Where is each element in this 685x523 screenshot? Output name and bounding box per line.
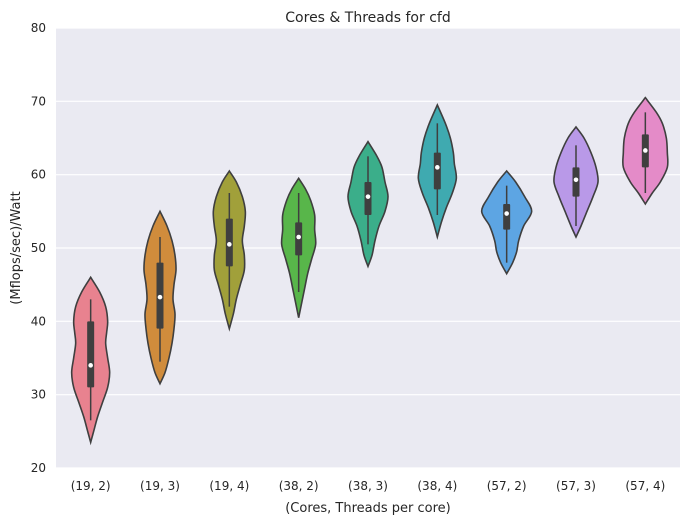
- violin-median: [365, 194, 371, 199]
- y-tick-label: 70: [31, 94, 46, 108]
- violin-median: [157, 294, 163, 300]
- violin-7: [480, 169, 533, 276]
- x-tick-label: (57, 3): [556, 479, 596, 493]
- violin-layer: [70, 96, 669, 446]
- violin-3: [212, 169, 247, 332]
- x-tick-label: (38, 2): [279, 479, 319, 493]
- violin-6: [417, 102, 458, 241]
- x-tick-label: (57, 4): [625, 479, 665, 493]
- x-tick-label: (38, 3): [348, 479, 388, 493]
- violin-4: [280, 176, 317, 318]
- y-tick-label: 40: [31, 314, 46, 328]
- violin-median: [227, 242, 232, 247]
- violin-median: [296, 234, 301, 240]
- violin-1: [70, 275, 111, 446]
- y-tick-label: 60: [31, 168, 46, 182]
- violin-median: [88, 363, 93, 368]
- x-axis-label: (Cores, Threads per core): [285, 501, 451, 516]
- y-tick-label: 30: [31, 388, 46, 402]
- violin-iqr-box: [503, 204, 511, 230]
- violin-median: [573, 177, 579, 183]
- violin-median: [643, 148, 648, 153]
- x-tick-label: (19, 3): [140, 479, 180, 493]
- y-tick-labels: 20 30 40 50 60 70 80: [31, 21, 46, 475]
- violin-5: [347, 140, 389, 269]
- violin-iqr-box: [433, 152, 441, 190]
- chart-title: Cores & Threads for cfd: [285, 10, 450, 26]
- y-tick-label: 80: [31, 21, 46, 35]
- violin-2: [143, 209, 177, 386]
- violin-9: [621, 96, 669, 206]
- violin-median: [504, 211, 509, 216]
- violin-iqr-box: [87, 321, 95, 388]
- x-tick-label: (19, 2): [71, 479, 111, 493]
- y-tick-label: 50: [31, 241, 46, 255]
- x-tick-labels: (19, 2) (19, 3) (19, 4) (38, 2) (38, 3) (38, …: [71, 479, 666, 493]
- y-axis-label: (Mflops/sec)/Watt: [9, 191, 24, 304]
- y-tick-label: 20: [31, 461, 46, 475]
- violin-8: [553, 125, 599, 239]
- violin-median: [435, 165, 440, 170]
- x-tick-label: (19, 4): [209, 479, 249, 493]
- x-tick-label: (57, 2): [487, 479, 527, 493]
- x-tick-label: (38, 4): [417, 479, 457, 493]
